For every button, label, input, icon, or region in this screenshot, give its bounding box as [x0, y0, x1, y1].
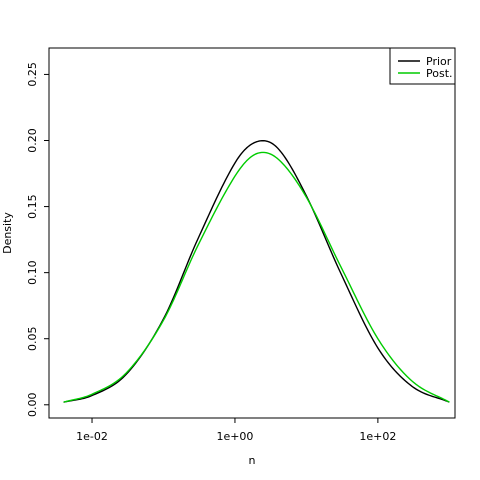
y-tick-label: 0.05 [26, 326, 39, 351]
x-tick-label: 1e+00 [216, 430, 253, 443]
x-tick-label: 1e+02 [359, 430, 396, 443]
y-tick-label: 0.25 [26, 62, 39, 87]
plot-frame [48, 47, 456, 419]
legend-box [389, 47, 456, 85]
x-tick-label: 1e-02 [76, 430, 108, 443]
y-tick-label: 0.15 [26, 194, 39, 219]
legend: Prior Post. [389, 47, 456, 85]
y-axis: 0.00 0.05 0.10 0.15 0.20 0.25 [26, 62, 49, 417]
series-layer [63, 140, 450, 403]
series-line-post [63, 151, 450, 403]
x-axis-title: n [249, 454, 256, 467]
x-axis: 1e-02 1e+00 1e+02 [76, 418, 396, 443]
legend-label-post: Post. [426, 67, 453, 80]
series-line-prior [63, 140, 450, 403]
y-tick-label: 0.10 [26, 260, 39, 285]
y-tick-label: 0.00 [26, 393, 39, 418]
legend-label-prior: Prior [426, 55, 452, 68]
y-axis-title: Density [1, 212, 14, 254]
y-tick-label: 0.20 [26, 128, 39, 153]
